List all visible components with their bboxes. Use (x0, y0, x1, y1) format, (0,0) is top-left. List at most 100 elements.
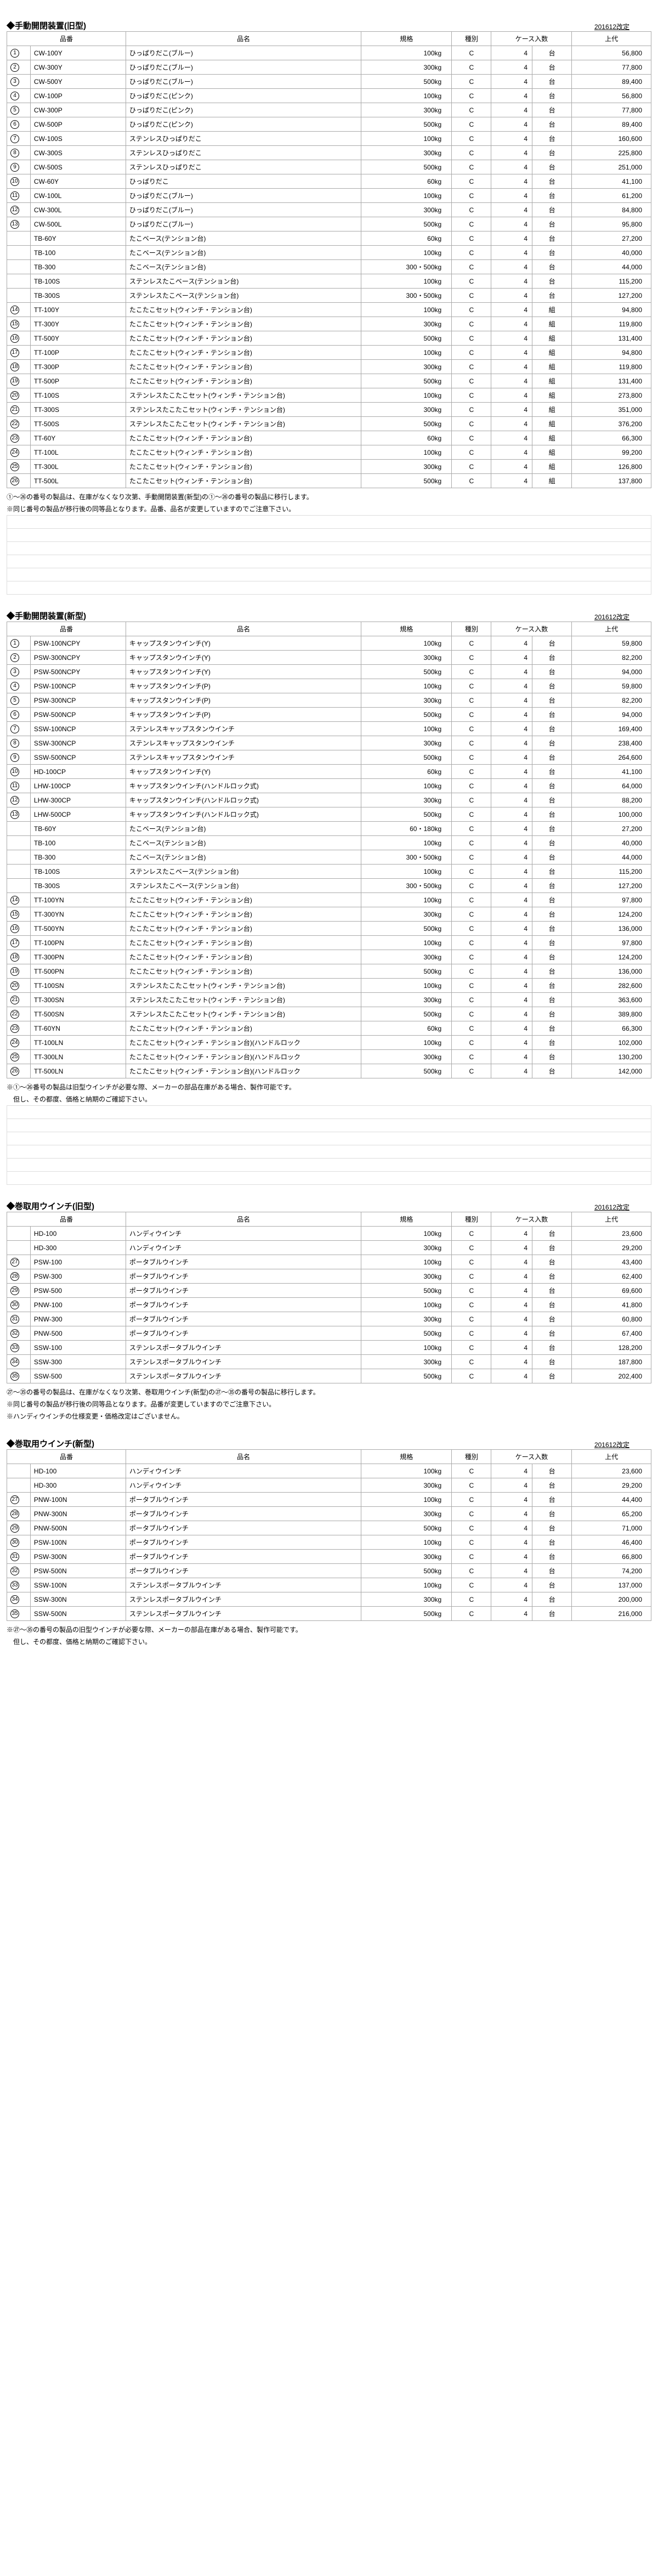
cell-code: TT-100PN (30, 936, 126, 950)
cell-spec: 300kg (361, 1550, 452, 1564)
cell-qty: 4 (491, 374, 532, 388)
table-row: 13CW-500Lひっぱりだこ(ブルー)500kgC4台95,800 (7, 217, 651, 231)
cell-code: TT-60Y (30, 431, 126, 445)
table-row: 17TT-100PNたこたこセット(ウィンチ・テンション台)100kgC4台97… (7, 936, 651, 950)
cell-num: 14 (7, 303, 31, 317)
cell-spec: 300kg (361, 1592, 452, 1607)
cell-qty: 4 (491, 231, 532, 246)
cell-num: 22 (7, 1007, 31, 1021)
table-row: 33SSW-100Nステンレスポータブルウインチ100kgC4台137,000 (7, 1578, 651, 1592)
cell-unit: 台 (532, 736, 572, 750)
th-qty: ケース入数 (491, 1212, 572, 1227)
cell-num: 1 (7, 46, 31, 60)
cell-num: 21 (7, 993, 31, 1007)
cell-qty: 4 (491, 1269, 532, 1284)
note-text: ※同じ番号の製品が移行後の同等品となります。品番が変更していますのでご注意下さい… (7, 1399, 651, 1411)
cell-unit: 台 (532, 117, 572, 132)
table-header-row: 品番 品名 規格 種別 ケース入数 上代 (7, 1450, 651, 1464)
cell-spec: 500kg (361, 75, 452, 89)
cell-qty: 4 (491, 1607, 532, 1621)
cell-name: たこたこセット(ウィンチ・テンション台) (126, 936, 361, 950)
cell-price: 137,000 (572, 1578, 651, 1592)
table-row: 26TT-500Lたこたこセット(ウィンチ・テンション台)500kgC4組137… (7, 474, 651, 488)
cell-code: PSW-100NCP (30, 679, 126, 693)
cell-name: ひっぱりだこ(ブルー) (126, 189, 361, 203)
table-row: 30PSW-100Nポータブルウインチ100kgC4台46,400 (7, 1535, 651, 1550)
cell-price: 88,200 (572, 793, 651, 807)
cell-code: SSW-100N (30, 1578, 126, 1592)
cell-num: 31 (7, 1312, 31, 1326)
cell-kind: C (452, 907, 491, 922)
cell-code: CW-100P (30, 89, 126, 103)
cell-code: TT-100YN (30, 893, 126, 907)
cell-name: キャップスタンウインチ(P) (126, 708, 361, 722)
cell-num: 18 (7, 360, 31, 374)
cell-code: TB-300S (30, 289, 126, 303)
section2-header: ◆手動開閉装置(新型) 201612改定 (7, 610, 651, 622)
table-row: 22TT-500SNステンレスたこたこセット(ウィンチ・テンション台)500kg… (7, 1007, 651, 1021)
cell-spec: 300kg (361, 1478, 452, 1493)
th-kind: 種別 (452, 622, 491, 636)
cell-unit: 台 (532, 1521, 572, 1535)
cell-qty: 4 (491, 1507, 532, 1521)
cell-qty: 4 (491, 850, 532, 865)
table-row: 24TT-100Lたこたこセット(ウィンチ・テンション台)100kgC4組99,… (7, 445, 651, 460)
cell-kind: C (452, 231, 491, 246)
cell-price: 115,200 (572, 274, 651, 289)
cell-spec: 500kg (361, 1369, 452, 1383)
cell-name: ひっぱりだこ(ブルー) (126, 217, 361, 231)
cell-unit: 台 (532, 865, 572, 879)
table-row: 8SSW-300NCPステンレスキャップスタンウインチ300kgC4台238,4… (7, 736, 651, 750)
cell-qty: 4 (491, 679, 532, 693)
cell-kind: C (452, 679, 491, 693)
table-row: HD-100ハンディウインチ100kgC4台23,600 (7, 1227, 651, 1241)
cell-qty: 4 (491, 1578, 532, 1592)
cell-num: 13 (7, 217, 31, 231)
cell-num: 1 (7, 636, 31, 651)
cell-name: ステンレスキャップスタンウインチ (126, 722, 361, 736)
cell-kind: C (452, 374, 491, 388)
table-row: 19TT-500Pたこたこセット(ウィンチ・テンション台)500kgC4組131… (7, 374, 651, 388)
spacer (7, 1105, 651, 1185)
cell-price: 44,400 (572, 1493, 651, 1507)
cell-name: たこたこセット(ウィンチ・テンション台) (126, 893, 361, 907)
cell-price: 200,000 (572, 1592, 651, 1607)
cell-code: HD-100 (30, 1227, 126, 1241)
cell-spec: 100kg (361, 836, 452, 850)
cell-code: CW-500P (30, 117, 126, 132)
cell-qty: 4 (491, 1564, 532, 1578)
cell-code: PSW-500N (30, 1564, 126, 1578)
cell-name: たこたこセット(ウィンチ・テンション台) (126, 360, 361, 374)
cell-spec: 300kg (361, 460, 452, 474)
note-text: ※ハンディウインチの仕様変更・価格改定はございません。 (7, 1411, 651, 1423)
cell-price: 41,100 (572, 765, 651, 779)
cell-code: CW-500S (30, 160, 126, 174)
cell-qty: 4 (491, 274, 532, 289)
cell-kind: C (452, 807, 491, 822)
cell-qty: 4 (491, 722, 532, 736)
cell-num (7, 231, 31, 246)
cell-num: 4 (7, 89, 31, 103)
cell-kind: C (452, 217, 491, 231)
cell-name: たこたこセット(ウィンチ・テンション台) (126, 445, 361, 460)
cell-code: TT-300PN (30, 950, 126, 964)
cell-spec: 300kg (361, 1355, 452, 1369)
cell-name: ステンレスポータブルウインチ (126, 1341, 361, 1355)
cell-qty: 4 (491, 246, 532, 260)
table-row: 12CW-300Lひっぱりだこ(ブルー)300kgC4台84,800 (7, 203, 651, 217)
cell-name: ステンレスたこたこセット(ウィンチ・テンション台) (126, 403, 361, 417)
cell-unit: 台 (532, 260, 572, 274)
cell-kind: C (452, 1341, 491, 1355)
cell-kind: C (452, 1050, 491, 1064)
cell-code: SSW-300 (30, 1355, 126, 1369)
cell-num: 30 (7, 1298, 31, 1312)
cell-price: 66,300 (572, 431, 651, 445)
cell-kind: C (452, 850, 491, 865)
cell-code: HD-100CP (30, 765, 126, 779)
cell-code: TT-100S (30, 388, 126, 403)
cell-unit: 台 (532, 1478, 572, 1493)
cell-code: TT-300SN (30, 993, 126, 1007)
cell-num (7, 1464, 31, 1478)
cell-qty: 4 (491, 1326, 532, 1341)
cell-kind: C (452, 651, 491, 665)
